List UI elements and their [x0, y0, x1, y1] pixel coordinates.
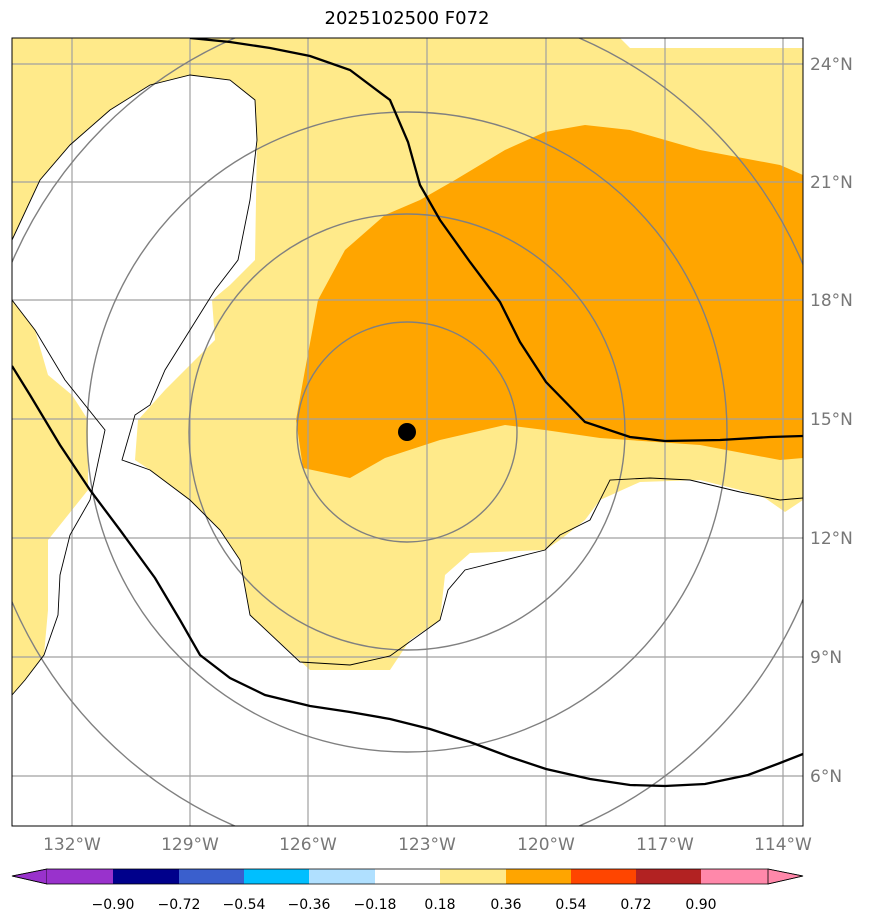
colorbar-label: −0.72	[158, 897, 201, 913]
lat-label-21n: 21°N	[810, 173, 853, 193]
colorbar-bin-10	[636, 869, 701, 884]
orange-region	[296, 125, 803, 478]
colorbar-label: 0.18	[424, 897, 455, 913]
lon-label-132w: 132°W	[43, 835, 101, 855]
range-rings	[12, 38, 803, 826]
graticule	[12, 38, 803, 826]
colorbar-outline	[11, 868, 804, 885]
thick-contours	[12, 38, 803, 788]
colorbar-bin-8	[506, 869, 571, 884]
colorbar-label: −0.36	[288, 897, 331, 913]
lat-label-9n: 9°N	[810, 648, 842, 668]
colorbar-bin-4	[244, 869, 309, 884]
range-ring-2	[188, 213, 626, 651]
lon-label-117w: 117°W	[636, 835, 694, 855]
lat-label-12n: 12°N	[810, 529, 853, 549]
lat-label-18n: 18°N	[810, 291, 853, 311]
map-frame	[11, 37, 804, 827]
colorbar: −0.90 −0.72 −0.54 −0.36 −0.18 0.18 0.36 …	[11, 868, 804, 913]
lon-label-120w: 120°W	[517, 835, 575, 855]
colorbar-label: 0.54	[555, 897, 586, 913]
colorbar-label: −0.18	[354, 897, 397, 913]
colorbar-bin-7	[440, 869, 506, 884]
lon-label-129w: 129°W	[161, 835, 219, 855]
colorbar-bin-1	[47, 869, 113, 884]
colorbar-bin-6	[375, 869, 440, 884]
thin-contours	[12, 74, 803, 696]
colorbar-label: −0.54	[223, 897, 266, 913]
range-ring-inner	[296, 321, 518, 543]
range-ring-3	[86, 111, 728, 753]
lon-label-114w: 114°W	[754, 835, 812, 855]
colorbar-label: 0.90	[685, 897, 716, 913]
colorbar-bin-2	[113, 869, 179, 884]
map-title: 2025102500 F072	[324, 8, 490, 29]
latitude-labels: 24°N 21°N 18°N 15°N 12°N 9°N 6°N	[810, 55, 853, 787]
colorbar-label: 0.72	[620, 897, 651, 913]
colorbar-label: 0.36	[490, 897, 521, 913]
map-plot-area	[12, 38, 803, 826]
colorbar-bin-3	[179, 869, 244, 884]
colorbar-bin-9	[571, 869, 636, 884]
lat-label-24n: 24°N	[810, 55, 853, 75]
lon-label-123w: 123°W	[398, 835, 456, 855]
colorbar-label: −0.90	[92, 897, 135, 913]
colorbar-bin-11	[701, 869, 768, 884]
lon-label-126w: 126°W	[279, 835, 337, 855]
storm-center-marker	[398, 423, 416, 441]
longitude-labels: 132°W 129°W 126°W 123°W 120°W 117°W 114°…	[43, 835, 812, 855]
colorbar-min-extend	[11, 868, 48, 885]
lat-label-15n: 15°N	[810, 410, 853, 430]
lat-label-6n: 6°N	[810, 767, 842, 787]
colorbar-max-extend	[767, 868, 804, 885]
colorbar-bin-5	[309, 869, 375, 884]
